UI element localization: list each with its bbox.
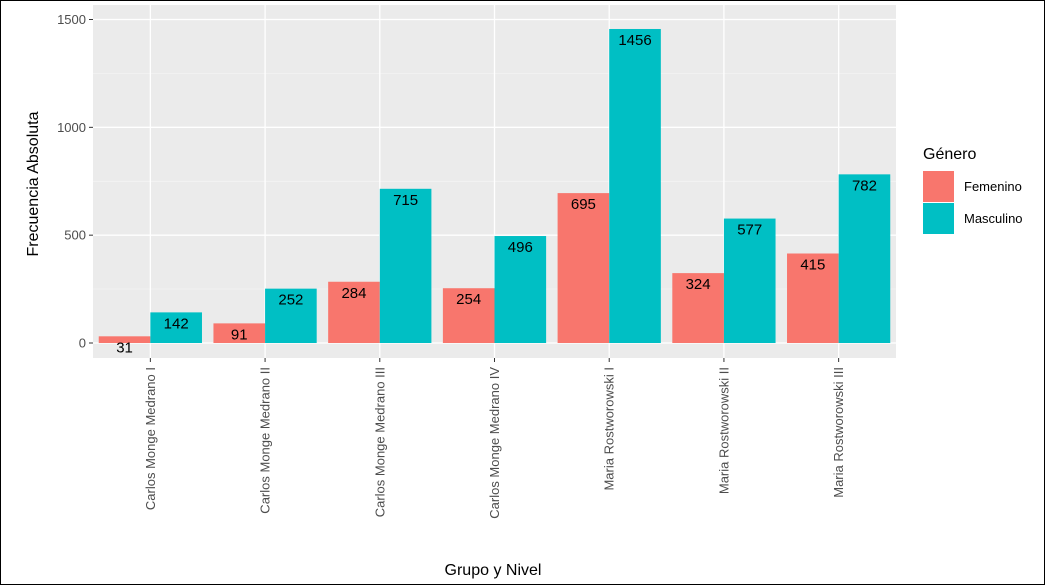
x-tick-label: Carlos Monge Medrano I: [143, 367, 158, 510]
bar-masculino: [265, 288, 317, 343]
data-label-femenino: 254: [456, 291, 481, 308]
legend-key-femenino: [923, 171, 954, 202]
legend-label-femenino: Femenino: [964, 179, 1022, 194]
bar-masculino: [609, 28, 661, 344]
x-tick-label: Maria Rostworowski I: [602, 367, 617, 491]
data-labels: 31 91 284 254 695 324 415 142 252 715 496 1456 577 78…: [116, 32, 877, 356]
data-label-femenino: 284: [341, 285, 366, 302]
data-label-femenino: 91: [231, 326, 248, 343]
bar-masculino: [723, 218, 776, 343]
y-tick-label: 1000: [57, 120, 86, 135]
bar-masculino: [379, 188, 432, 343]
bar-masculino: [838, 174, 891, 343]
data-label-femenino: 31: [116, 339, 133, 356]
x-tick-label: Carlos Monge Medrano II: [258, 367, 273, 514]
data-label-femenino: 324: [686, 276, 711, 293]
data-label-masculino: 782: [852, 177, 877, 194]
bar-femenino: [328, 281, 380, 343]
legend-key-masculino: [923, 203, 954, 234]
x-tick-label: Carlos Monge Medrano III: [372, 367, 387, 517]
legend: Género Femenino Masculino: [923, 146, 1023, 234]
data-label-masculino: 142: [164, 315, 189, 332]
y-tick-label: 0: [79, 336, 86, 351]
data-label-femenino: 695: [571, 196, 596, 213]
data-label-masculino: 252: [278, 292, 303, 309]
y-axis-title: Frecuencia Absoluta: [25, 111, 42, 256]
x-tick-label: Carlos Monge Medrano IV: [487, 367, 502, 519]
x-axis-title: Grupo y Nivel: [445, 562, 542, 579]
data-label-masculino: 1456: [618, 32, 651, 49]
data-label-masculino: 577: [737, 222, 762, 239]
x-tick-label: Maria Rostworowski III: [831, 367, 846, 498]
bar-femenino: [442, 288, 495, 343]
y-axis: 0 500 1000 1500: [57, 12, 93, 351]
bars: [98, 28, 891, 344]
bar-masculino: [150, 312, 202, 343]
x-axis: Carlos Monge Medrano I Carlos Monge Medra…: [143, 358, 846, 519]
data-label-femenino: 415: [800, 256, 825, 273]
data-label-masculino: 496: [508, 239, 533, 256]
bar-masculino: [494, 236, 547, 343]
bar-femenino: [672, 273, 724, 343]
bar-femenino: [98, 336, 151, 343]
data-label-masculino: 715: [393, 192, 418, 209]
bar-femenino: [213, 323, 266, 343]
x-tick-label: Maria Rostworowski II: [716, 367, 731, 494]
y-tick-label: 500: [64, 228, 86, 243]
bar-femenino: [557, 193, 610, 343]
y-tick-label: 1500: [57, 12, 86, 27]
bar-femenino: [787, 253, 839, 343]
legend-title: Género: [923, 146, 976, 163]
legend-label-masculino: Masculino: [964, 211, 1023, 226]
